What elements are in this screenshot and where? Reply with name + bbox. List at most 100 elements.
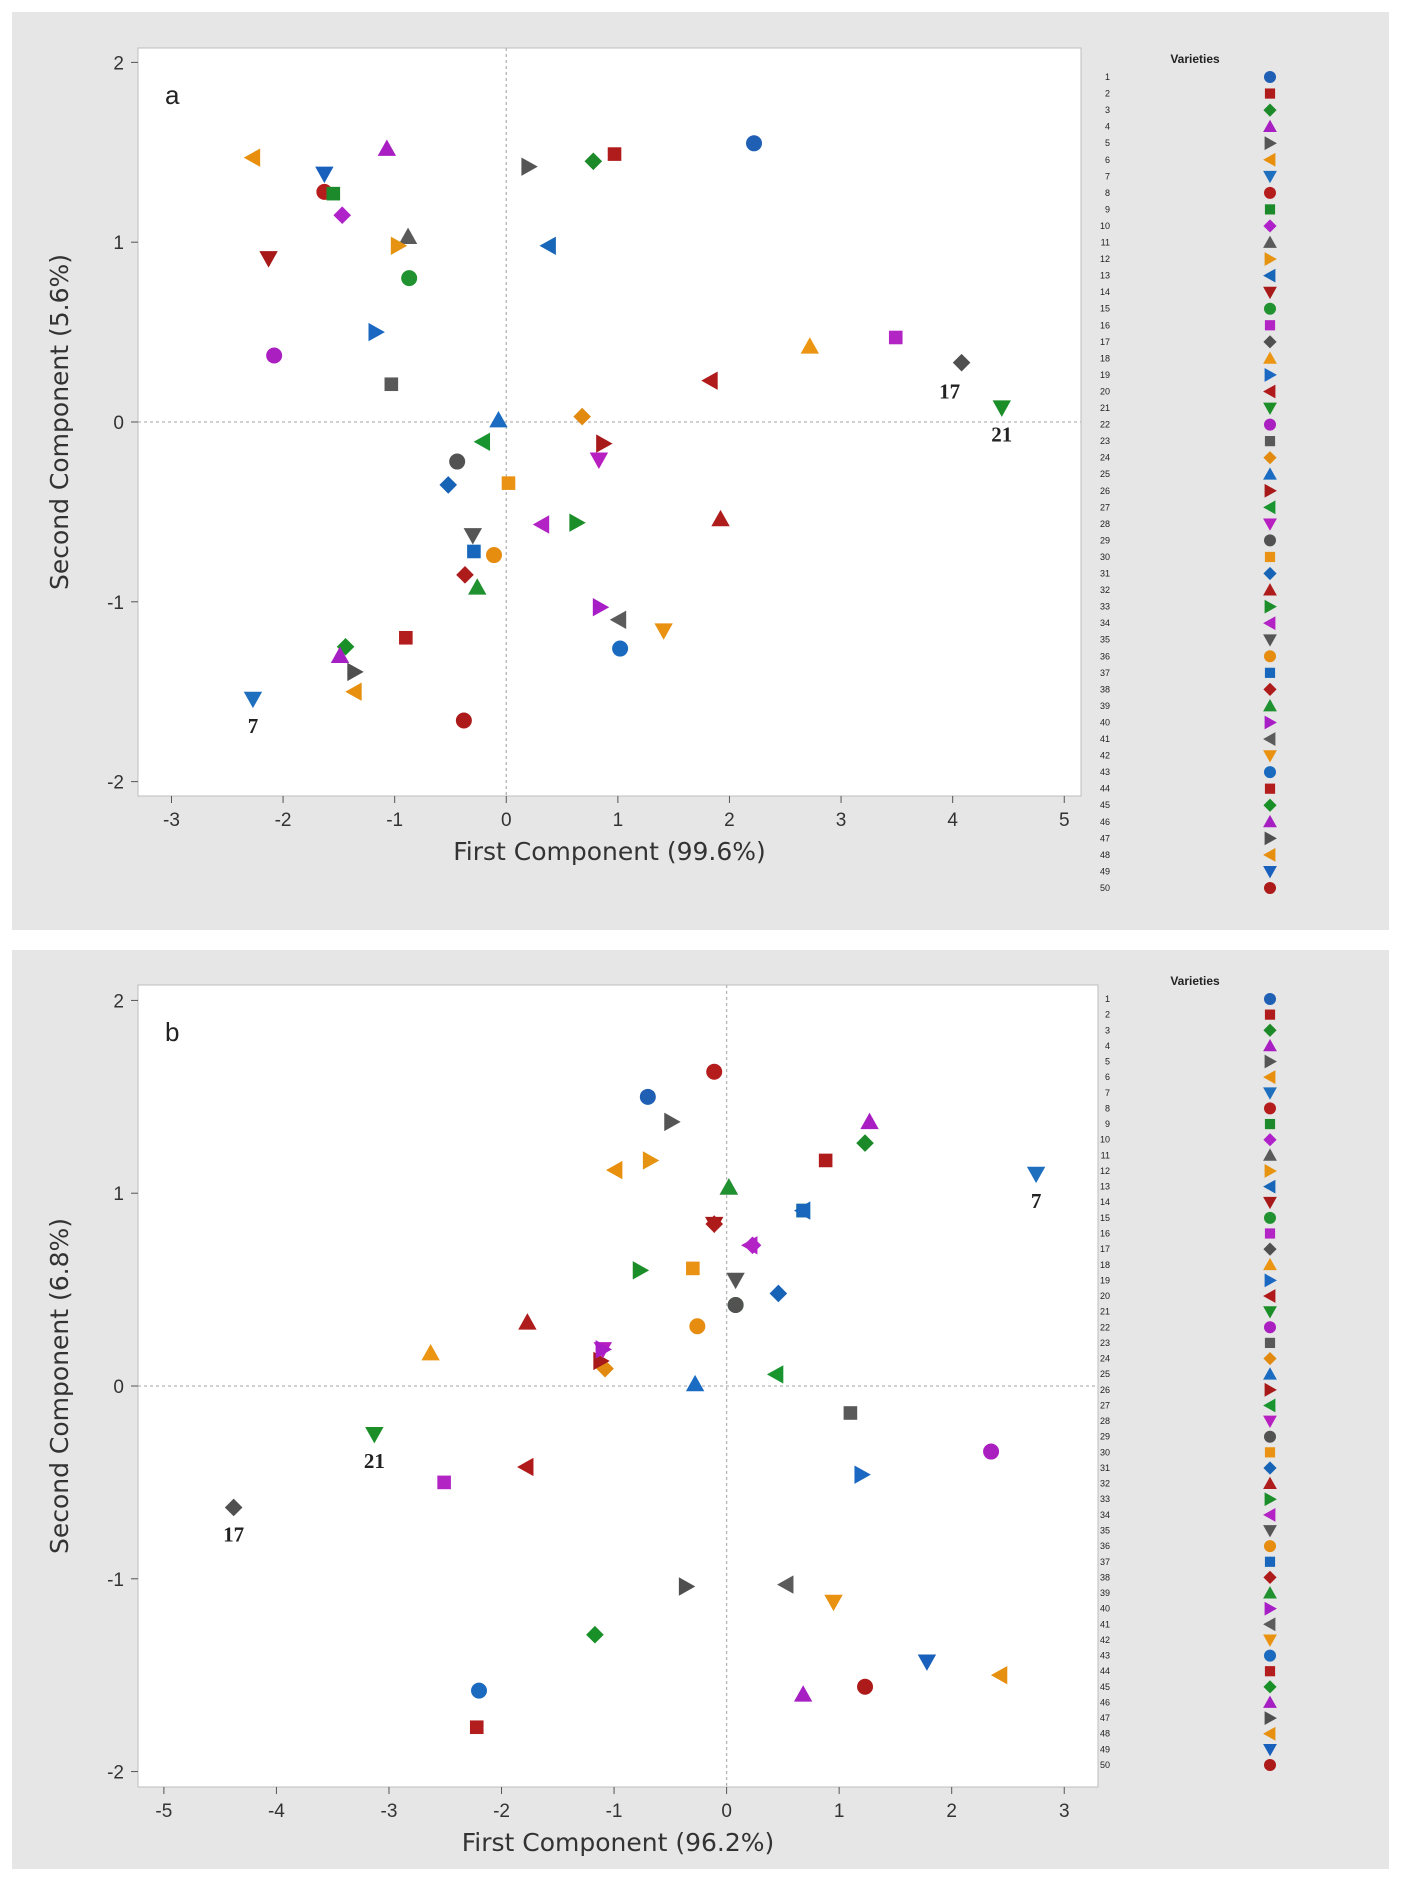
- legend-label-4: 4: [1105, 1041, 1110, 1051]
- point-variety-6: [243, 148, 261, 167]
- legend-label-24: 24: [1100, 453, 1110, 463]
- legend-marker-5: [1264, 1054, 1277, 1069]
- legend-label-13: 13: [1100, 271, 1110, 281]
- point-variety-39: [719, 1178, 739, 1195]
- point-variety-13: [539, 236, 556, 255]
- panel-letter: a: [165, 80, 180, 110]
- legend-marker-44: [1264, 1666, 1276, 1677]
- legend-marker-20: [1263, 1289, 1276, 1303]
- point-variety-5: [664, 1112, 681, 1132]
- legend-marker-17: [1263, 1242, 1277, 1256]
- legend-label-40: 40: [1100, 717, 1110, 727]
- legend-label-37: 37: [1100, 1557, 1110, 1567]
- legend-label-32: 32: [1100, 1479, 1110, 1489]
- legend-label-30: 30: [1100, 1447, 1110, 1457]
- legend-label-50: 50: [1100, 883, 1110, 893]
- legend-marker-49: [1263, 866, 1277, 879]
- x-tick-label: -2: [493, 1801, 510, 1822]
- point-variety-16: [437, 1475, 451, 1490]
- legend-marker-35: [1263, 1525, 1277, 1538]
- legend-marker-50: [1264, 882, 1276, 894]
- point-variety-42: [654, 623, 673, 640]
- legend-marker-17: [1263, 335, 1277, 349]
- legend-marker-27: [1263, 500, 1276, 515]
- legend-label-27: 27: [1100, 502, 1110, 512]
- legend-marker-30: [1264, 551, 1276, 563]
- legend-marker-14: [1263, 1196, 1277, 1210]
- legend-label-2: 2: [1105, 1010, 1110, 1020]
- legend-marker-18: [1263, 351, 1277, 364]
- legend-marker-39: [1263, 699, 1277, 712]
- x-tick-label: -3: [381, 1801, 398, 1822]
- legend-marker-8: [1264, 186, 1276, 199]
- legend-label-21: 21: [1100, 403, 1110, 413]
- legend-marker-46: [1263, 814, 1277, 828]
- legend-label-3: 3: [1105, 105, 1110, 115]
- legend-label-35: 35: [1100, 635, 1110, 645]
- legend-marker-21: [1263, 402, 1277, 415]
- legend-label-17: 17: [1100, 1244, 1110, 1254]
- legend-marker-13: [1263, 1179, 1276, 1194]
- legend-marker-21: [1263, 1306, 1277, 1319]
- legend-label-26: 26: [1100, 1385, 1110, 1395]
- point-variety-41: [777, 1575, 794, 1594]
- point-variety-49: [917, 1654, 937, 1671]
- point-variety-2: [818, 1153, 833, 1168]
- legend-label-31: 31: [1100, 1463, 1110, 1473]
- point-variety-19: [854, 1465, 871, 1484]
- legend-marker-7: [1263, 170, 1277, 184]
- point-variety-48: [990, 1665, 1008, 1685]
- point-variety-5: [521, 157, 538, 176]
- legend-label-17: 17: [1100, 337, 1110, 347]
- point-variety-37: [796, 1203, 810, 1218]
- x-tick-label: -3: [163, 810, 180, 831]
- legend-marker-42: [1263, 1634, 1277, 1647]
- point-variety-49: [315, 166, 334, 184]
- legend-label-46: 46: [1100, 817, 1110, 827]
- point-variety-43: [471, 1682, 488, 1699]
- y-tick-label: -2: [107, 773, 124, 794]
- point-variety-50: [857, 1678, 874, 1695]
- point-variety-38: [705, 1215, 724, 1233]
- legend-marker-40: [1264, 1601, 1277, 1616]
- x-tick-label: 3: [836, 810, 847, 831]
- legend-marker-7: [1263, 1087, 1277, 1100]
- y-tick-label: 1: [113, 1184, 124, 1205]
- legend-label-41: 41: [1100, 734, 1110, 744]
- point-variety-9: [326, 186, 341, 201]
- y-tick-label: 1: [113, 233, 124, 254]
- legend-label-25: 25: [1100, 469, 1110, 479]
- legend-label-36: 36: [1100, 1541, 1110, 1551]
- legend-label-20: 20: [1100, 386, 1110, 396]
- legend-marker-23: [1264, 436, 1276, 447]
- point-variety-14: [259, 251, 278, 268]
- legend-label-6: 6: [1105, 1072, 1110, 1082]
- legend-marker-45: [1263, 1680, 1277, 1694]
- legend-marker-15: [1264, 302, 1276, 315]
- legend-marker-4: [1263, 119, 1277, 133]
- legend-title: Varieties: [1170, 52, 1220, 66]
- legend-marker-12: [1264, 1164, 1277, 1178]
- legend-marker-12: [1264, 252, 1277, 266]
- legend-label-31: 31: [1100, 569, 1110, 579]
- legend-label-40: 40: [1100, 1604, 1110, 1614]
- legend-label-10: 10: [1100, 221, 1110, 231]
- point-label-21: 21: [364, 1449, 385, 1473]
- legend-label-45: 45: [1100, 1682, 1110, 1692]
- legend-label-15: 15: [1100, 1213, 1110, 1223]
- point-variety-23: [384, 377, 399, 392]
- point-variety-32: [518, 1313, 537, 1330]
- legend-marker-14: [1263, 286, 1277, 300]
- point-variety-34: [532, 515, 550, 534]
- legend-marker-22: [1264, 418, 1276, 431]
- panel-letter: b: [165, 1017, 179, 1047]
- legend-marker-10: [1263, 1133, 1277, 1147]
- point-label-17: 17: [939, 380, 960, 404]
- legend-marker-24: [1263, 1351, 1277, 1366]
- point-variety-12: [642, 1151, 660, 1170]
- point-variety-12: [390, 236, 408, 255]
- legend-label-1: 1: [1105, 994, 1110, 1004]
- legend-marker-16: [1264, 320, 1276, 331]
- x-tick-label: 0: [721, 1801, 732, 1822]
